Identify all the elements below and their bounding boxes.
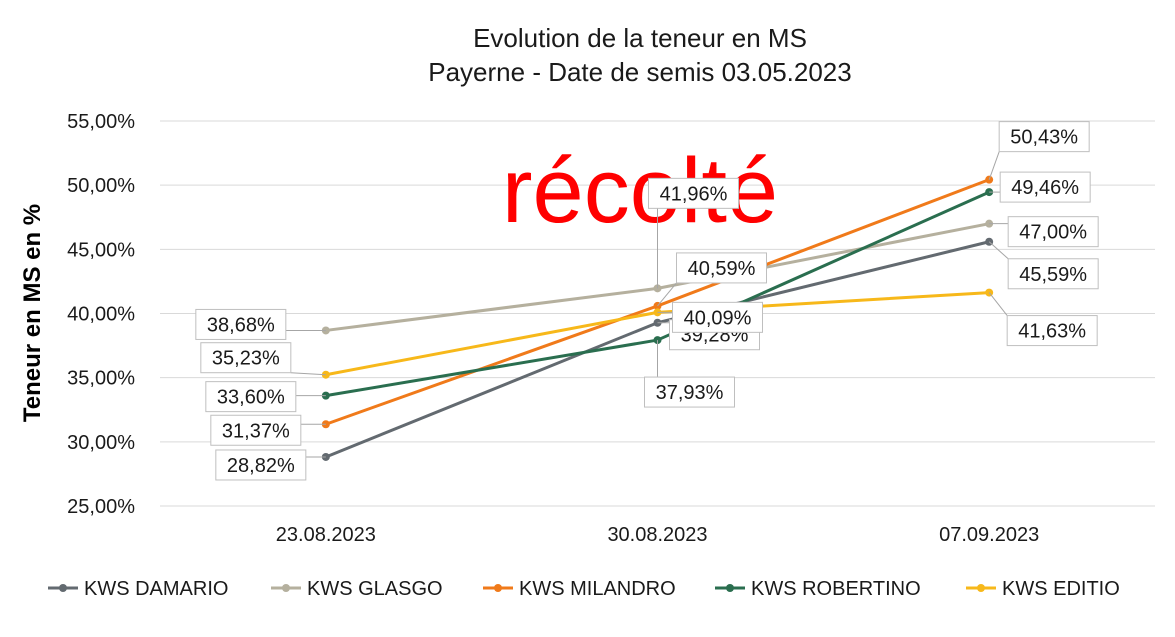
label-box [999,171,1091,203]
y-axis-label: Teneur en MS en % [19,204,46,422]
label-box [998,121,1090,153]
legend-swatch-marker [977,584,985,592]
data-label: 50,43% [988,121,1090,180]
legend-item: KWS GLASGO [271,578,443,600]
data-label-text: 41,96% [660,183,728,205]
label-box [1006,315,1098,347]
data-label-text: 33,60% [217,387,285,409]
label-box [210,414,302,446]
label-box [672,301,763,333]
label-leader-line [988,241,1009,260]
y-tick-label: 35,00% [67,368,135,390]
data-label-text: 50,43% [1010,127,1078,149]
label-box [648,177,739,209]
x-axis-ticks: 23.08.2023 30.08.2023 07.09.2023 [276,524,1039,546]
data-label: 40,09% [657,301,763,333]
data-label-text: 28,82% [227,455,295,477]
data-label: 31,37% [210,414,326,446]
x-tick-label: 23.08.2023 [276,524,376,546]
label-box [676,252,767,284]
data-label: 41,96% [648,177,739,289]
data-label: 49,46% [989,171,1091,203]
label-box [644,376,735,408]
label-box [205,381,297,413]
y-tick-label: 45,00% [67,239,135,261]
legend-item: KWS DAMARIO [48,578,228,600]
y-tick-label: 30,00% [67,432,135,454]
chart-subtitle: Payerne - Date de semis 03.05.2023 [428,57,851,87]
legend-label: KWS GLASGO [307,578,443,600]
data-label: 37,93% [644,340,735,408]
data-label-text: 47,00% [1019,222,1087,244]
data-label: 28,82% [215,449,326,481]
data-label-text: 40,59% [688,258,756,280]
legend-swatch-marker [494,584,502,592]
data-label-text: 31,37% [222,420,290,442]
data-label: 38,68% [195,308,326,340]
data-label-text: 37,93% [656,382,724,404]
legend-swatch-marker [282,584,290,592]
legend-swatch-marker [59,584,67,592]
legend-item: KWS EDITIO [966,578,1120,600]
x-tick-label: 07.09.2023 [939,524,1039,546]
data-label-text: 41,63% [1018,321,1086,343]
chart-title: Evolution de la teneur en MS [473,23,807,53]
y-tick-label: 25,00% [67,496,135,518]
data-label: 33,60% [205,381,326,413]
label-box [195,308,287,340]
data-label: 40,59% [657,252,767,307]
data-label-text: 40,09% [684,307,752,329]
legend-label: KWS EDITIO [1002,578,1120,600]
label-leader-line [988,151,1000,180]
y-axis-ticks: 25,00% 30,00% 35,00% 40,00% 45,00% 50,00% 55,0… [67,111,135,518]
legend-label: KWS DAMARIO [84,578,228,600]
data-label: 41,63% [988,292,1098,347]
label-box [1007,258,1099,290]
legend-label: KWS MILANDRO [519,578,676,600]
data-label-text: 49,46% [1011,177,1079,199]
label-leader-line [290,372,326,376]
legend: KWS DAMARIO KWS GLASGO KWS MILANDRO KWS ROB… [48,578,1120,600]
y-tick-label: 40,00% [67,304,135,326]
data-labels: 28,82%39,28%45,59%38,68%41,96%47,00%31,3… [195,121,1099,481]
data-label-text: 35,23% [212,348,280,370]
label-box [200,342,292,374]
label-box [215,449,307,481]
x-tick-label: 30.08.2023 [607,524,707,546]
label-leader-line [657,282,677,307]
legend-item: KWS MILANDRO [483,578,676,600]
legend-label: KWS ROBERTINO [751,578,921,600]
label-box [1007,216,1099,248]
data-label: 47,00% [989,216,1099,248]
legend-item: KWS ROBERTINO [715,578,921,600]
label-leader-line [988,292,1008,316]
data-label: 35,23% [200,342,326,376]
y-tick-label: 50,00% [67,175,135,197]
data-label-text: 45,59% [1019,264,1087,286]
legend-swatch-marker [726,584,734,592]
y-tick-label: 55,00% [67,111,135,133]
data-label-text: 38,68% [207,314,275,336]
data-label: 45,59% [988,241,1099,290]
